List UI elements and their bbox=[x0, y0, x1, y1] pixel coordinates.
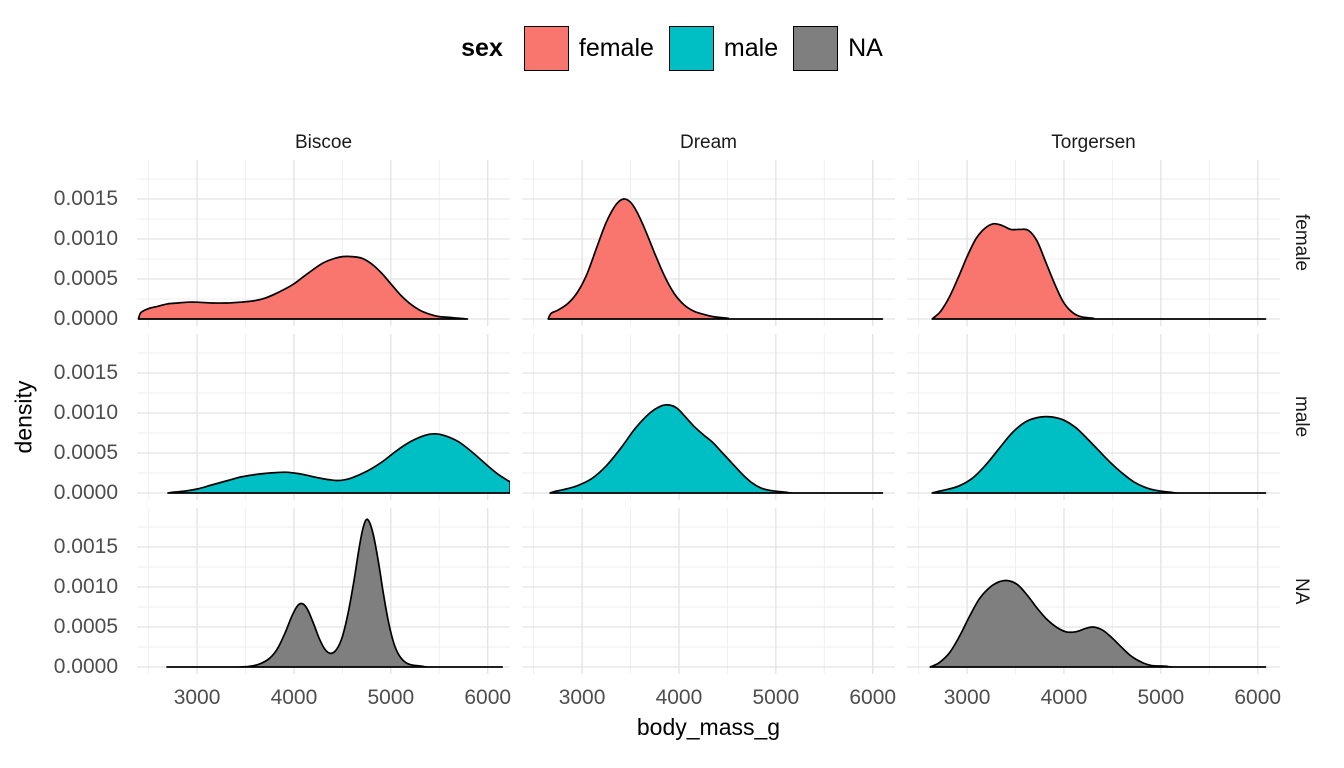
y-tick-label: 0.0010 bbox=[53, 575, 118, 599]
panel-female-Torgersen bbox=[907, 160, 1280, 326]
facet-col-label-Biscoe: Biscoe bbox=[294, 132, 353, 153]
legend-item-male: male bbox=[668, 26, 779, 71]
x-tick-label: 6000 bbox=[849, 686, 897, 709]
facet-col-label-Dream: Dream bbox=[679, 132, 737, 153]
x-tick-label: 3000 bbox=[943, 686, 991, 709]
x-tick-label: 4000 bbox=[1040, 686, 1088, 709]
x-tick-label: 5000 bbox=[1137, 686, 1185, 709]
y-tick-label: 0.0010 bbox=[53, 401, 118, 425]
facet-col-label-Torgersen: Torgersen bbox=[1051, 132, 1136, 153]
legend-key-na-swatch bbox=[793, 26, 839, 71]
x-tick-label: 3000 bbox=[173, 686, 221, 709]
facet-row-label-female: female bbox=[1291, 214, 1312, 272]
y-tick-label: 0.0000 bbox=[53, 481, 118, 504]
density-curve-NA-Torgersen bbox=[929, 579, 1267, 668]
legend-title: sex bbox=[461, 34, 503, 62]
legend-key-male-swatch bbox=[668, 26, 714, 71]
panel-female-Biscoe bbox=[137, 160, 510, 326]
panel-female-Dream bbox=[522, 160, 895, 326]
x-tick-label: 4000 bbox=[655, 686, 703, 709]
density-curve-male-Torgersen bbox=[931, 415, 1267, 494]
density-curve-male-Dream bbox=[549, 403, 884, 494]
x-tick-label: 5000 bbox=[752, 686, 800, 709]
panel-NA-Biscoe bbox=[137, 508, 510, 674]
facet-row-label-male: male bbox=[1291, 396, 1312, 438]
x-tick-label: 6000 bbox=[464, 686, 512, 709]
y-tick-label: 0.0015 bbox=[53, 361, 118, 385]
legend-key-female-swatch bbox=[523, 26, 569, 71]
legend-label-female: female bbox=[578, 34, 654, 62]
density-curve-NA-Biscoe bbox=[166, 518, 504, 668]
legend-item-na: NA bbox=[793, 26, 883, 71]
x-tick-label: 4000 bbox=[270, 686, 318, 709]
y-tick-label: 0.0005 bbox=[53, 615, 118, 638]
panel-male-Torgersen bbox=[907, 334, 1280, 500]
legend-label-male: male bbox=[723, 34, 779, 62]
density-curve-female-Torgersen bbox=[931, 222, 1267, 320]
facet-row-label-NA: NA bbox=[1291, 577, 1312, 605]
density-curve-female-Biscoe bbox=[137, 255, 469, 320]
legend-item-female: female bbox=[523, 26, 654, 71]
x-tick-label: 6000 bbox=[1234, 686, 1282, 709]
panel-NA-Torgersen bbox=[907, 508, 1280, 674]
density-curve-male-Biscoe bbox=[167, 432, 510, 494]
y-tick-label: 0.0005 bbox=[53, 267, 118, 290]
x-tick-label: 5000 bbox=[367, 686, 415, 709]
y-tick-label: 0.0005 bbox=[53, 441, 118, 464]
legend-label-na: NA bbox=[848, 34, 883, 62]
y-tick-label: 0.0000 bbox=[53, 655, 118, 678]
y-tick-label: 0.0015 bbox=[53, 187, 118, 211]
panel-male-Biscoe bbox=[137, 334, 510, 500]
x-tick-label: 3000 bbox=[558, 686, 606, 709]
y-tick-label: 0.0015 bbox=[53, 535, 118, 559]
panel-NA-Dream bbox=[522, 508, 895, 674]
x-axis-title: body_mass_g bbox=[636, 714, 781, 740]
density-curve-female-Dream bbox=[547, 198, 884, 320]
y-tick-label: 0.0000 bbox=[53, 307, 118, 330]
legend: sex female male NA bbox=[0, 26, 1344, 71]
y-tick-label: 0.0010 bbox=[53, 227, 118, 251]
panel-male-Dream bbox=[522, 334, 895, 500]
